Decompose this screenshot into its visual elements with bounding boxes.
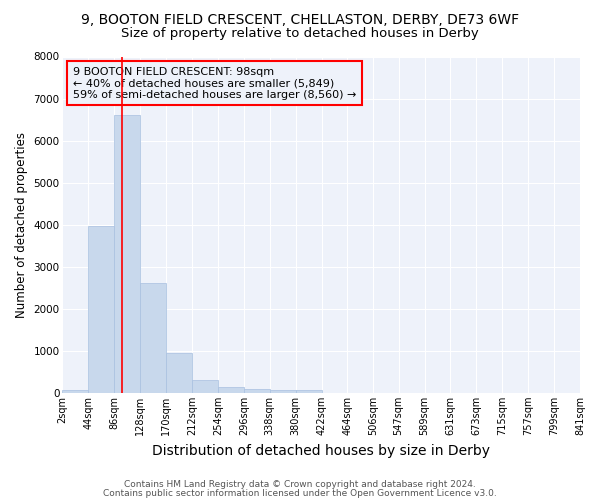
Bar [114,116,140,393]
Bar [296,390,322,393]
Bar [140,282,166,393]
Text: 9, BOOTON FIELD CRESCENT, CHELLASTON, DERBY, DE73 6WF: 9, BOOTON FIELD CRESCENT, CHELLASTON, DE… [81,12,519,26]
Text: Contains HM Land Registry data © Crown copyright and database right 2024.: Contains HM Land Registry data © Crown c… [124,480,476,489]
Bar [192,380,218,393]
Y-axis label: Number of detached properties: Number of detached properties [15,132,28,318]
Bar [166,352,192,393]
Bar [88,226,114,393]
Text: Contains public sector information licensed under the Open Government Licence v3: Contains public sector information licen… [103,488,497,498]
Text: Size of property relative to detached houses in Derby: Size of property relative to detached ho… [121,28,479,40]
Bar [218,388,244,393]
Text: 9 BOOTON FIELD CRESCENT: 98sqm
← 40% of detached houses are smaller (5,849)
59% : 9 BOOTON FIELD CRESCENT: 98sqm ← 40% of … [73,66,356,100]
X-axis label: Distribution of detached houses by size in Derby: Distribution of detached houses by size … [152,444,490,458]
Bar [270,390,296,393]
Bar [244,388,270,393]
Bar [62,390,88,393]
